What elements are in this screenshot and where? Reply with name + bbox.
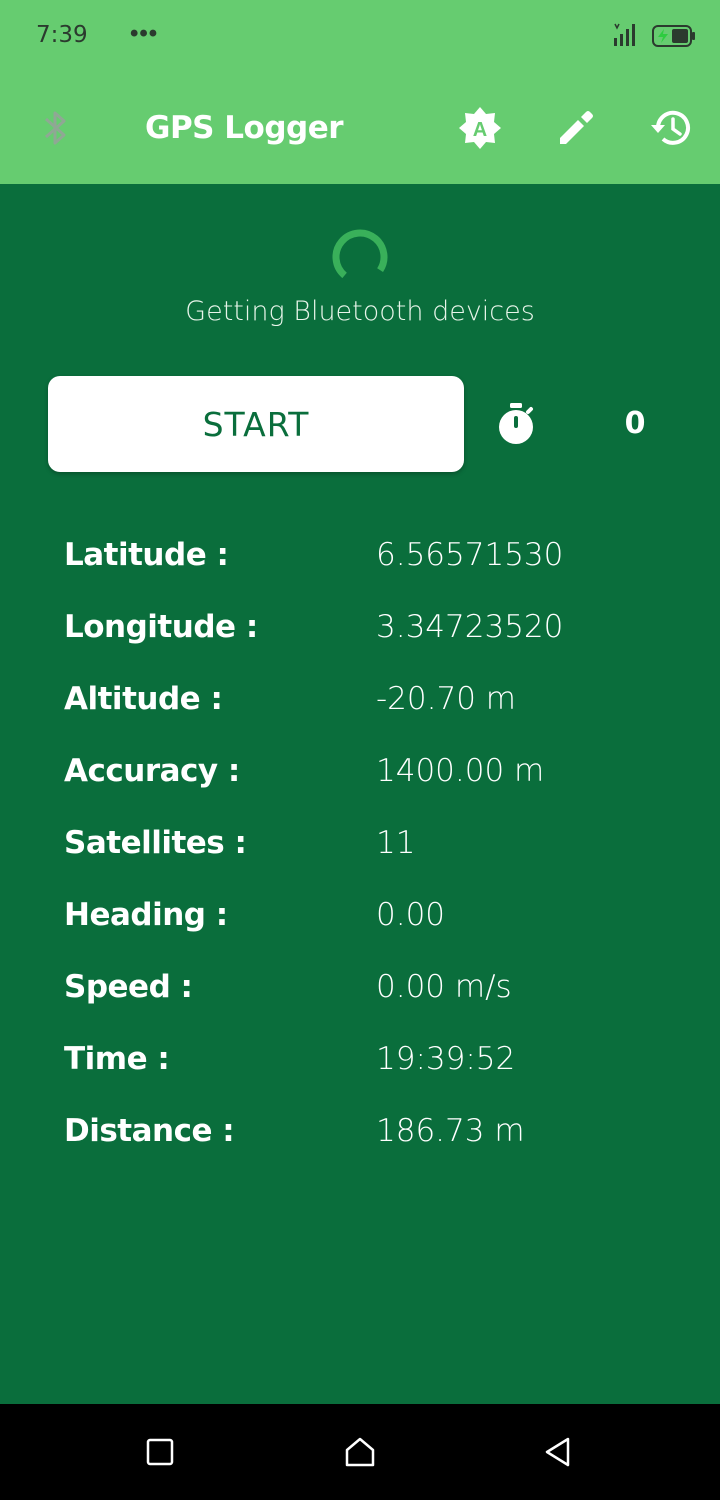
system-nav-bar bbox=[0, 1404, 720, 1500]
data-value: 11 bbox=[376, 825, 416, 861]
loading-spinner bbox=[330, 227, 390, 287]
history-icon[interactable] bbox=[648, 104, 696, 152]
timer-count: 0 bbox=[624, 406, 646, 441]
status-time: 7:39 bbox=[36, 22, 88, 48]
latitude-row: Latitude : 6.56571530 bbox=[64, 537, 664, 587]
time-row: Time : 19:39:52 bbox=[64, 1041, 664, 1091]
data-label: Heading : bbox=[64, 897, 228, 933]
signal-icon bbox=[612, 22, 640, 53]
stopwatch-icon[interactable] bbox=[496, 402, 536, 446]
data-value: 6.56571530 bbox=[376, 537, 564, 573]
app-bar: GPS Logger A bbox=[0, 72, 720, 184]
more-notifications-icon: ••• bbox=[130, 20, 159, 47]
data-value: 186.73 m bbox=[376, 1113, 525, 1149]
data-label: Altitude : bbox=[64, 681, 223, 717]
bluetooth-icon[interactable] bbox=[32, 104, 80, 152]
data-label: Longitude : bbox=[64, 609, 258, 645]
distance-row: Distance : 186.73 m bbox=[64, 1113, 664, 1163]
battery-charging-icon bbox=[652, 25, 696, 52]
accuracy-row: Accuracy : 1400.00 m bbox=[64, 753, 664, 803]
data-value: 0.00 m/s bbox=[376, 969, 512, 1005]
home-icon[interactable] bbox=[336, 1428, 384, 1476]
data-value: 19:39:52 bbox=[376, 1041, 516, 1077]
data-value: 0.00 bbox=[376, 897, 446, 933]
data-value: 1400.00 m bbox=[376, 753, 545, 789]
recents-icon[interactable] bbox=[136, 1428, 184, 1476]
app-title: GPS Logger bbox=[145, 110, 344, 146]
heading-row: Heading : 0.00 bbox=[64, 897, 664, 947]
altitude-row: Altitude : -20.70 m bbox=[64, 681, 664, 731]
loading-status-text: Getting Bluetooth devices bbox=[185, 296, 535, 327]
data-label: Distance : bbox=[64, 1113, 235, 1149]
start-button[interactable]: START bbox=[48, 376, 464, 472]
edit-icon[interactable] bbox=[552, 104, 600, 152]
data-label: Speed : bbox=[64, 969, 193, 1005]
auto-brightness-icon[interactable]: A bbox=[456, 104, 504, 152]
longitude-row: Longitude : 3.34723520 bbox=[64, 609, 664, 659]
data-value: -20.70 m bbox=[376, 681, 516, 717]
speed-row: Speed : 0.00 m/s bbox=[64, 969, 664, 1019]
data-label: Accuracy : bbox=[64, 753, 240, 789]
data-label: Latitude : bbox=[64, 537, 229, 573]
data-label: Satellites : bbox=[64, 825, 247, 861]
svg-text:A: A bbox=[473, 119, 487, 141]
satellites-row: Satellites : 11 bbox=[64, 825, 664, 875]
back-icon[interactable] bbox=[534, 1428, 582, 1476]
status-bar: 7:39 ••• bbox=[0, 0, 720, 72]
data-value: 3.34723520 bbox=[376, 609, 564, 645]
data-label: Time : bbox=[64, 1041, 170, 1077]
